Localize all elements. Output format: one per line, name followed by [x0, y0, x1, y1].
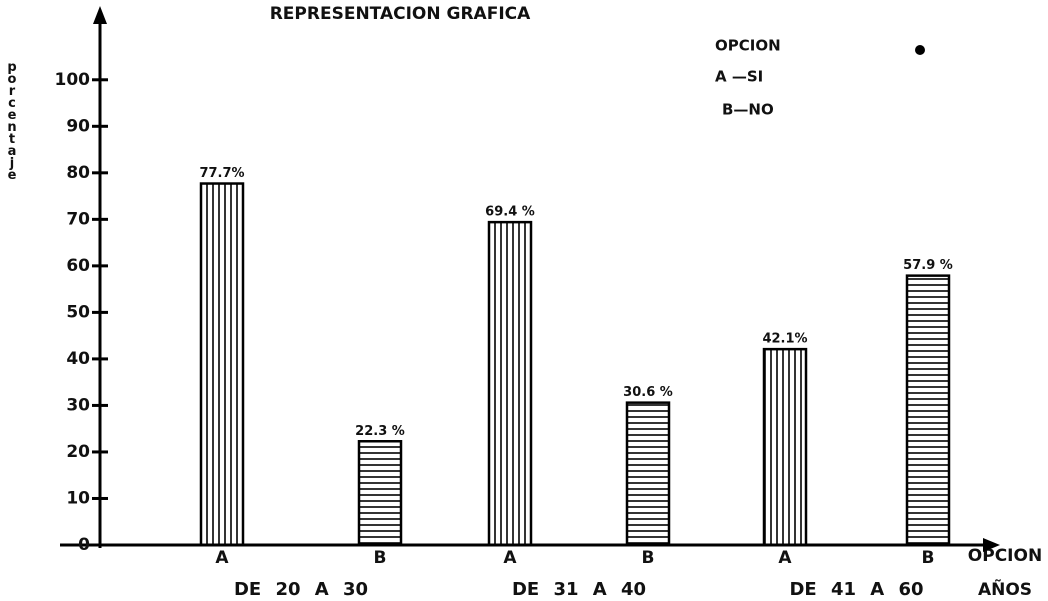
x-tick-label: A: [778, 548, 792, 568]
bar: [625, 401, 671, 547]
group-axis-label: AÑOS: [978, 577, 1032, 600]
value-label: 30.6 %: [623, 385, 673, 400]
x-axis-arrow: [983, 538, 1000, 552]
bar: [357, 440, 403, 547]
y-tick-label: 90: [66, 116, 90, 136]
y-tick-label: 40: [66, 349, 90, 369]
chart-title: REPRESENTACION GRAFICA: [270, 4, 531, 24]
y-tick-label: 50: [66, 302, 90, 322]
x-tick-label: A: [503, 548, 517, 568]
y-axis-arrow: [93, 6, 107, 24]
group-label: DE 20 A 30: [234, 579, 368, 600]
value-label: 57.9 %: [903, 258, 953, 273]
x-tick-label: A: [215, 548, 229, 568]
dot: [915, 45, 925, 55]
bar: [762, 347, 808, 547]
y-tick-label: 10: [66, 488, 90, 508]
legend-title: OPCION: [715, 37, 781, 55]
group-label: DE 41 A 60: [789, 579, 923, 600]
y-tick-label: 60: [66, 256, 90, 276]
y-tick-label: 70: [66, 209, 90, 229]
y-tick-label: 80: [66, 163, 90, 183]
x-axis-label: OPCION: [968, 546, 1042, 566]
value-label: 22.3 %: [355, 424, 405, 439]
legend-entry: B—NO: [722, 101, 774, 119]
value-label: 42.1%: [762, 332, 807, 347]
bar: [487, 220, 533, 547]
value-label: 77.7%: [199, 166, 244, 181]
y-tick-label: 100: [55, 70, 91, 90]
y-tick-label: 20: [66, 442, 90, 462]
bar: [905, 274, 951, 547]
value-label: 69.4 %: [485, 205, 535, 220]
x-tick-label: B: [642, 548, 655, 568]
y-tick-label: 30: [66, 395, 90, 415]
y-axis-label: porcentaje: [5, 60, 20, 180]
bar: [199, 182, 245, 547]
legend-entry: A —SI: [715, 68, 763, 86]
group-label: DE 31 A 40: [512, 579, 646, 600]
y-tick-label: 0: [78, 535, 90, 555]
x-tick-label: B: [922, 548, 935, 568]
x-tick-label: B: [374, 548, 387, 568]
